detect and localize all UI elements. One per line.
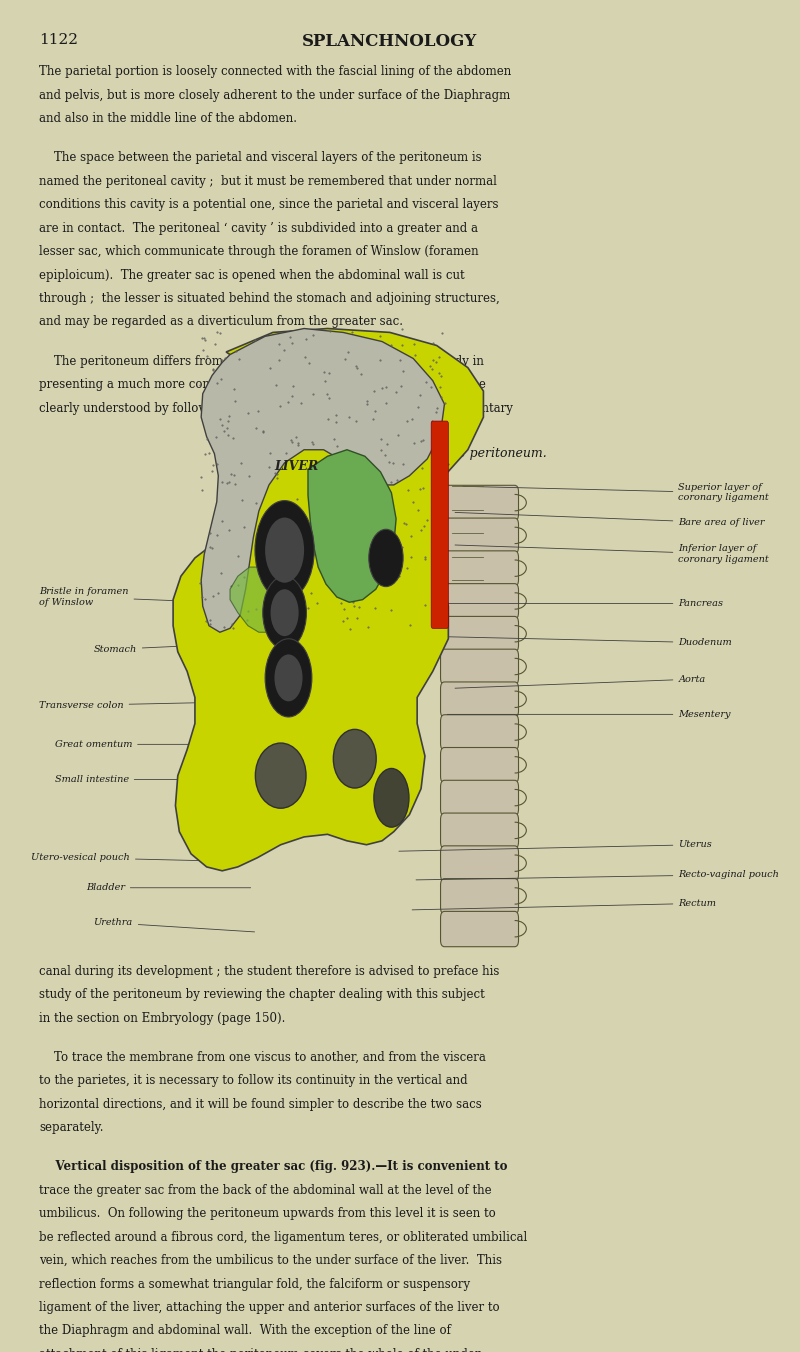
Polygon shape (173, 329, 483, 871)
Text: and pelvis, but is more closely adherent to the under surface of the Diaphragm: and pelvis, but is more closely adherent… (39, 89, 510, 101)
Circle shape (262, 576, 306, 649)
Text: The space between the parietal and visceral layers of the peritoneum is: The space between the parietal and visce… (39, 151, 482, 164)
FancyBboxPatch shape (441, 879, 518, 914)
Text: 1122: 1122 (39, 32, 78, 46)
Text: Aorta: Aorta (455, 675, 706, 688)
Text: the Diaphragm and abdominal wall.  With the exception of the line of: the Diaphragm and abdominal wall. With t… (39, 1325, 451, 1337)
Text: Vertical disposition of the greater sac (fig. 923).—It is convenient to: Vertical disposition of the greater sac … (39, 1160, 507, 1174)
Text: are in contact.  The peritoneal ‘ cavity ’ is subdivided into a greater and a: are in contact. The peritoneal ‘ cavity … (39, 222, 478, 235)
Text: Bladder: Bladder (86, 883, 250, 892)
Text: Inferior layer of
coronary ligament: Inferior layer of coronary ligament (455, 545, 769, 564)
FancyBboxPatch shape (441, 813, 518, 849)
Polygon shape (230, 566, 281, 633)
Text: conditions this cavity is a potential one, since the parietal and visceral layer: conditions this cavity is a potential on… (39, 199, 498, 211)
Text: LIVER: LIVER (274, 460, 318, 473)
FancyBboxPatch shape (441, 485, 518, 521)
Ellipse shape (255, 744, 306, 808)
Polygon shape (201, 329, 445, 633)
Text: clearly understood by following the changes which take place in the alimentary: clearly understood by following the chan… (39, 402, 513, 415)
Text: lesser sac, which communicate through the foramen of Winslow (foramen: lesser sac, which communicate through th… (39, 245, 478, 258)
Text: To trace the membrane from one viscus to another, and from the viscera: To trace the membrane from one viscus to… (39, 1051, 486, 1064)
Circle shape (255, 500, 314, 600)
Text: horizontal directions, and it will be found simpler to describe the two sacs: horizontal directions, and it will be fo… (39, 1098, 482, 1110)
Text: separately.: separately. (39, 1121, 103, 1134)
FancyBboxPatch shape (441, 715, 518, 750)
Ellipse shape (374, 768, 409, 827)
Circle shape (270, 589, 298, 637)
Text: Bristle in foramen
of Winslow: Bristle in foramen of Winslow (39, 587, 245, 607)
Text: Superior layer of
coronary ligament: Superior layer of coronary ligament (463, 483, 769, 503)
FancyBboxPatch shape (441, 584, 518, 619)
Text: named the peritoneal cavity ;  but it must be remembered that under normal: named the peritoneal cavity ; but it mus… (39, 174, 497, 188)
Text: and also in the middle line of the abdomen.: and also in the middle line of the abdom… (39, 112, 297, 126)
FancyBboxPatch shape (431, 420, 448, 629)
FancyBboxPatch shape (441, 846, 518, 882)
Text: Pancreas: Pancreas (447, 599, 723, 608)
Text: Bare area of liver: Bare area of liver (455, 512, 765, 527)
FancyBboxPatch shape (441, 911, 518, 946)
Text: epiploicum).  The greater sac is opened when the abdominal wall is cut: epiploicum). The greater sac is opened w… (39, 269, 465, 281)
Text: The peritoneum differs from the other serous membranes of the body in: The peritoneum differs from the other se… (39, 354, 484, 368)
Text: Small intestine: Small intestine (54, 775, 262, 784)
Text: Urethra: Urethra (94, 918, 254, 932)
Text: FIG. 923.—Vertical disposition of the peritoneum.: FIG. 923.—Vertical disposition of the pe… (233, 448, 547, 460)
Text: Duodenum: Duodenum (424, 637, 732, 648)
Circle shape (274, 654, 302, 702)
FancyBboxPatch shape (441, 617, 518, 652)
Text: be reflected around a fibrous cord, the ligamentum teres, or obliterated umbilic: be reflected around a fibrous cord, the … (39, 1230, 527, 1244)
FancyBboxPatch shape (441, 649, 518, 684)
FancyBboxPatch shape (441, 518, 518, 553)
Circle shape (265, 638, 312, 717)
Text: Uterus: Uterus (399, 840, 712, 852)
Text: umbilicus.  On following the peritoneum upwards from this level it is seen to: umbilicus. On following the peritoneum u… (39, 1207, 496, 1220)
Text: and may be regarded as a diverticulum from the greater sac.: and may be regarded as a diverticulum fr… (39, 315, 403, 329)
Text: Recto-vaginal pouch: Recto-vaginal pouch (416, 871, 779, 880)
Text: trace the greater sac from the back of the abdominal wall at the level of the: trace the greater sac from the back of t… (39, 1183, 492, 1197)
Circle shape (265, 518, 304, 583)
Polygon shape (308, 450, 396, 602)
Text: The parietal portion is loosely connected with the fascial lining of the abdomen: The parietal portion is loosely connecte… (39, 65, 511, 78)
Text: reflection forms a somewhat triangular fold, the falciform or suspensory: reflection forms a somewhat triangular f… (39, 1278, 470, 1291)
Text: study of the peritoneum by reviewing the chapter dealing with this subject: study of the peritoneum by reviewing the… (39, 988, 485, 1000)
FancyBboxPatch shape (441, 748, 518, 783)
Text: Utero-vesical pouch: Utero-vesical pouch (31, 853, 243, 863)
FancyBboxPatch shape (441, 780, 518, 815)
FancyBboxPatch shape (441, 681, 518, 718)
Text: Transverse colon: Transverse colon (39, 700, 261, 710)
Text: in the section on Embryology (page 150).: in the section on Embryology (page 150). (39, 1011, 286, 1025)
Text: Rectum: Rectum (412, 899, 716, 910)
FancyBboxPatch shape (441, 550, 518, 587)
Text: SPLANCHNOLOGY: SPLANCHNOLOGY (302, 32, 478, 50)
Text: canal during its development ; the student therefore is advised to preface his: canal during its development ; the stude… (39, 965, 499, 977)
Text: presenting a much more complex arrangement, and one which can only be: presenting a much more complex arrangeme… (39, 379, 486, 391)
Text: Mesentery: Mesentery (447, 710, 731, 719)
Text: through ;  the lesser is situated behind the stomach and adjoining structures,: through ; the lesser is situated behind … (39, 292, 500, 306)
Text: Great omentum: Great omentum (54, 740, 233, 749)
Text: Stomach: Stomach (94, 642, 254, 654)
Text: attachment of this ligament the peritoneum covers the whole of the under: attachment of this ligament the peritone… (39, 1348, 481, 1352)
Text: to the parietes, it is necessary to follow its continuity in the vertical and: to the parietes, it is necessary to foll… (39, 1075, 468, 1087)
Text: ligament of the liver, attaching the upper and anterior surfaces of the liver to: ligament of the liver, attaching the upp… (39, 1301, 500, 1314)
Ellipse shape (334, 729, 376, 788)
Text: vein, which reaches from the umbilicus to the under surface of the liver.  This: vein, which reaches from the umbilicus t… (39, 1255, 502, 1267)
Circle shape (369, 529, 403, 587)
